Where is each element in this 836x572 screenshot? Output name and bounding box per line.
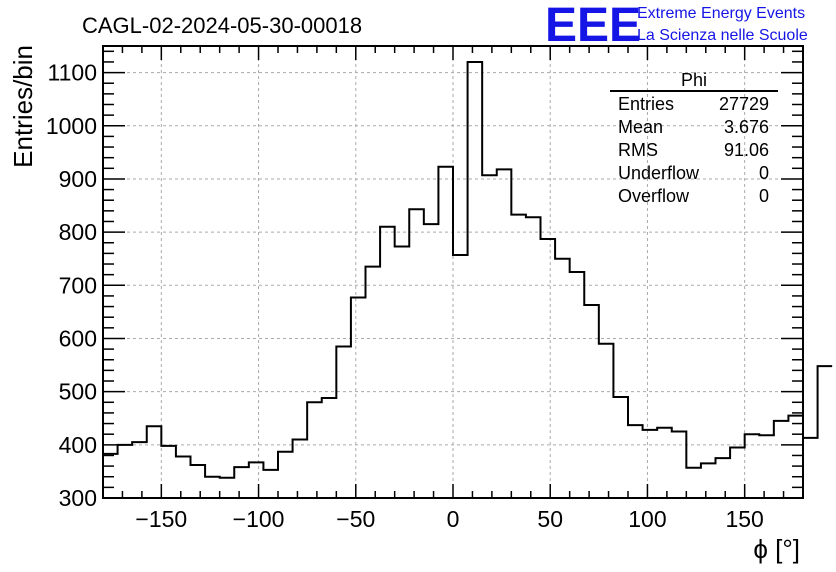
x-tick-label: −50 bbox=[336, 506, 375, 532]
stats-box: Phi Entries 27729 Mean 3.676 RMS 91.06 U… bbox=[610, 70, 778, 206]
plot-title: CAGL-02-2024-05-30-00018 bbox=[82, 13, 362, 38]
stats-label: Underflow bbox=[618, 163, 700, 183]
histogram-line bbox=[102, 60, 833, 498]
logo-line-1: Extreme Energy Events bbox=[637, 5, 805, 22]
stats-value: 91.06 bbox=[724, 140, 769, 160]
y-tick-label: 500 bbox=[59, 379, 97, 405]
eee-logo: EEE bbox=[545, 0, 641, 52]
x-tick-label: −100 bbox=[233, 506, 285, 532]
stats-value: 0 bbox=[759, 186, 769, 206]
x-tick-label: 0 bbox=[447, 506, 460, 532]
y-tick-label: 300 bbox=[59, 485, 97, 511]
stats-label: Entries bbox=[618, 94, 674, 114]
y-tick-labels: 300 400 500 600 700 800 900 1000 1100 bbox=[46, 60, 97, 511]
x-axis-title: ϕ [°] bbox=[753, 534, 800, 564]
y-tick-label: 900 bbox=[59, 166, 97, 192]
stats-title: Phi bbox=[681, 70, 707, 90]
stats-value: 27729 bbox=[719, 94, 769, 114]
y-tick-label: 1000 bbox=[46, 113, 97, 139]
y-tick-label: 800 bbox=[59, 219, 97, 245]
y-axis-title: Entries/bin bbox=[8, 45, 38, 168]
x-tick-label: 100 bbox=[628, 506, 666, 532]
stats-label: Mean bbox=[618, 117, 663, 137]
x-tick-labels: −150 −100 −50 0 50 100 150 bbox=[135, 506, 763, 532]
stats-value: 3.676 bbox=[724, 117, 769, 137]
stats-value: 0 bbox=[759, 163, 769, 183]
x-tick-label: −150 bbox=[135, 506, 187, 532]
x-tick-label: 50 bbox=[537, 506, 563, 532]
x-tick-label: 150 bbox=[725, 506, 763, 532]
y-tick-label: 700 bbox=[59, 272, 97, 298]
y-tick-label: 400 bbox=[59, 432, 97, 458]
stats-label: RMS bbox=[618, 140, 658, 160]
y-tick-label: 600 bbox=[59, 325, 97, 351]
logo-line-2: La Scienza nelle Scuole bbox=[637, 27, 808, 44]
stats-label: Overflow bbox=[618, 186, 690, 206]
y-tick-label: 1100 bbox=[48, 60, 97, 86]
axis-ticks bbox=[102, 46, 804, 499]
